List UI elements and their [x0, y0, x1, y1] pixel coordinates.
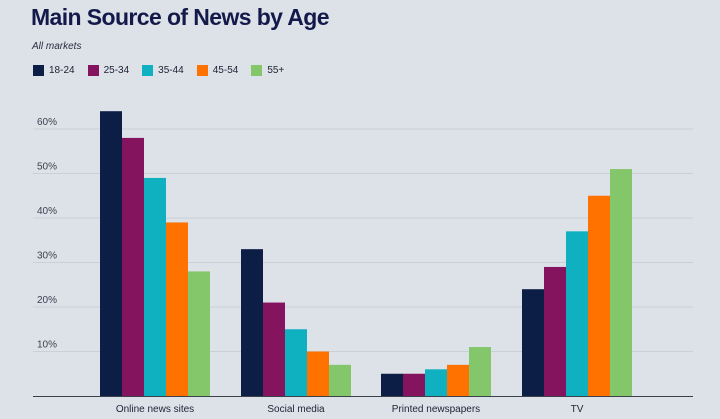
y-tick-label: 40% — [37, 206, 57, 217]
bar-35-44 — [425, 369, 447, 396]
bar-18-24 — [522, 289, 544, 396]
y-tick-label: 60% — [37, 117, 57, 128]
legend-swatch — [33, 65, 44, 76]
bar-45-54 — [447, 364, 469, 396]
bar-55- — [188, 271, 210, 396]
bar-18-24 — [100, 111, 122, 396]
legend-item-55-: 55+ — [251, 65, 284, 76]
legend-item-45-54: 45-54 — [196, 65, 239, 76]
bar-55- — [469, 347, 491, 396]
bar-35-44 — [566, 231, 588, 396]
legend-label: 18-24 — [49, 65, 75, 76]
chart-title: Main Source of News by Age — [31, 4, 330, 30]
x-category-label: Online news sites — [116, 404, 194, 415]
x-category-label: Printed newspapers — [392, 404, 480, 415]
bar-55- — [329, 364, 351, 396]
x-category-label: Social media — [267, 404, 325, 415]
bar-35-44 — [285, 329, 307, 396]
y-tick-label: 10% — [37, 340, 57, 351]
bar-45-54 — [166, 222, 188, 396]
y-tick-label: 20% — [37, 295, 57, 306]
bar-18-24 — [381, 373, 403, 396]
bar-18-24 — [241, 249, 263, 396]
legend-label: 35-44 — [158, 65, 184, 76]
bar-45-54 — [588, 195, 610, 396]
y-tick-label: 30% — [37, 251, 57, 262]
legend-item-25-34: 25-34 — [87, 65, 130, 76]
chart-subtitle: All markets — [32, 41, 82, 52]
legend-label: 45-54 — [212, 65, 239, 76]
legend-label: 55+ — [267, 65, 285, 76]
bar-25-34 — [263, 302, 285, 396]
bar-25-34 — [403, 373, 425, 396]
legend-item-35-44: 35-44 — [142, 65, 184, 76]
legend-swatch — [251, 65, 263, 76]
bar-35-44 — [144, 177, 166, 396]
legend-label: 25-34 — [103, 65, 130, 76]
bar-55- — [610, 169, 632, 396]
legend-swatch — [196, 65, 208, 76]
legend-swatch — [87, 65, 99, 76]
chart-legend: 18-24 25-34 35-44 45-54 55+ — [33, 65, 297, 76]
legend-swatch — [142, 65, 154, 76]
y-tick-label: 50% — [37, 162, 57, 173]
x-category-label: TV — [571, 404, 584, 415]
bar-45-54 — [307, 351, 329, 396]
legend-item-18-24: 18-24 — [33, 65, 75, 76]
bar-25-34 — [122, 137, 144, 396]
bar-25-34 — [544, 266, 566, 396]
